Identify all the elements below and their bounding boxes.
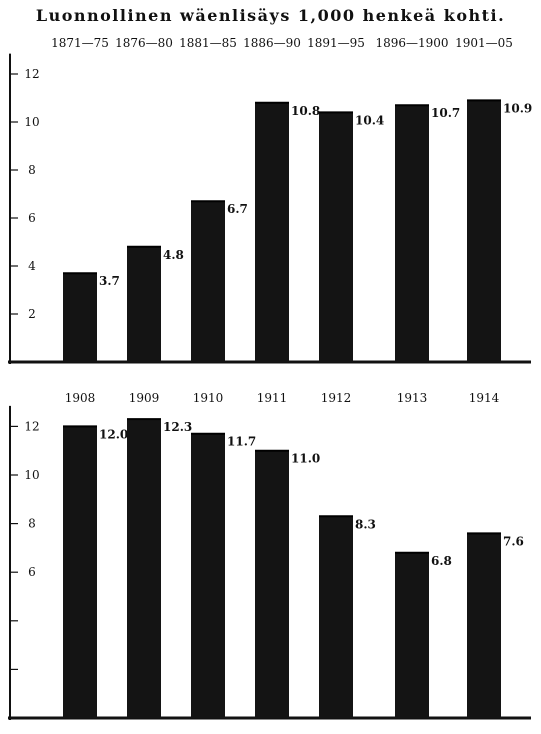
y-tick-label: 12 xyxy=(24,419,39,433)
bar xyxy=(127,419,161,718)
category-label: 1876—80 xyxy=(115,36,173,50)
data-label: 10.8 xyxy=(291,104,320,118)
y-tick-label: 4 xyxy=(28,259,36,273)
bar xyxy=(63,273,97,362)
bar xyxy=(63,426,97,718)
data-label: 4.8 xyxy=(163,248,184,262)
category-label: 1908 xyxy=(65,391,96,405)
data-label: 7.6 xyxy=(503,534,524,548)
bar xyxy=(395,552,429,718)
data-label: 11.0 xyxy=(291,452,320,466)
y-tick-label: 10 xyxy=(24,115,39,129)
y-tick-label: 6 xyxy=(28,565,36,579)
category-label: 1910 xyxy=(193,391,224,405)
bar xyxy=(467,100,501,363)
data-label: 6.8 xyxy=(431,554,452,568)
category-label: 1901—05 xyxy=(455,36,513,50)
y-tick-label: 10 xyxy=(24,468,39,482)
chart-panel-bottom: 6 8 10 12 1908 1909 1910 1911 1912 1913 1914 12.0 12… xyxy=(8,391,531,720)
data-label: 10.9 xyxy=(503,101,532,115)
category-label: 1886—90 xyxy=(243,36,301,50)
bar xyxy=(191,201,225,362)
data-label: 12.3 xyxy=(163,420,192,434)
bar xyxy=(191,433,225,718)
chart-title: Luonnollinen wäenlisäys 1,000 henkeä koh… xyxy=(35,6,506,25)
data-label: 8.3 xyxy=(355,517,376,531)
category-label: 1914 xyxy=(469,391,500,405)
category-label: 1896—1900 xyxy=(375,36,448,50)
data-label: 10.4 xyxy=(355,113,384,127)
chart-panel-top: 2 4 6 8 10 12 1871—75 1876—80 1881—85 1886—90 1891… xyxy=(8,36,532,364)
bar xyxy=(395,105,429,362)
category-label: 1909 xyxy=(129,391,160,405)
y-tick-label: 8 xyxy=(28,163,36,177)
category-label: 1911 xyxy=(257,391,288,405)
data-label: 6.7 xyxy=(227,202,248,216)
category-label: 1871—75 xyxy=(51,36,109,50)
category-label: 1913 xyxy=(397,391,428,405)
y-tick-label: 2 xyxy=(28,307,36,321)
bar xyxy=(319,112,353,363)
category-label: 1881—85 xyxy=(179,36,237,50)
y-tick-label: 12 xyxy=(24,67,39,81)
bar xyxy=(127,246,161,362)
bar xyxy=(319,516,353,718)
y-tick-label: 6 xyxy=(28,211,36,225)
data-label: 12.0 xyxy=(99,427,128,441)
bar xyxy=(255,102,289,363)
bar xyxy=(255,450,289,718)
y-tick-label: 8 xyxy=(28,517,36,531)
category-label: 1891—95 xyxy=(307,36,365,50)
data-label: 3.7 xyxy=(99,274,120,288)
category-label: 1912 xyxy=(321,391,352,405)
data-label: 10.7 xyxy=(431,106,460,120)
data-label: 11.7 xyxy=(227,435,256,449)
bar xyxy=(467,533,501,718)
